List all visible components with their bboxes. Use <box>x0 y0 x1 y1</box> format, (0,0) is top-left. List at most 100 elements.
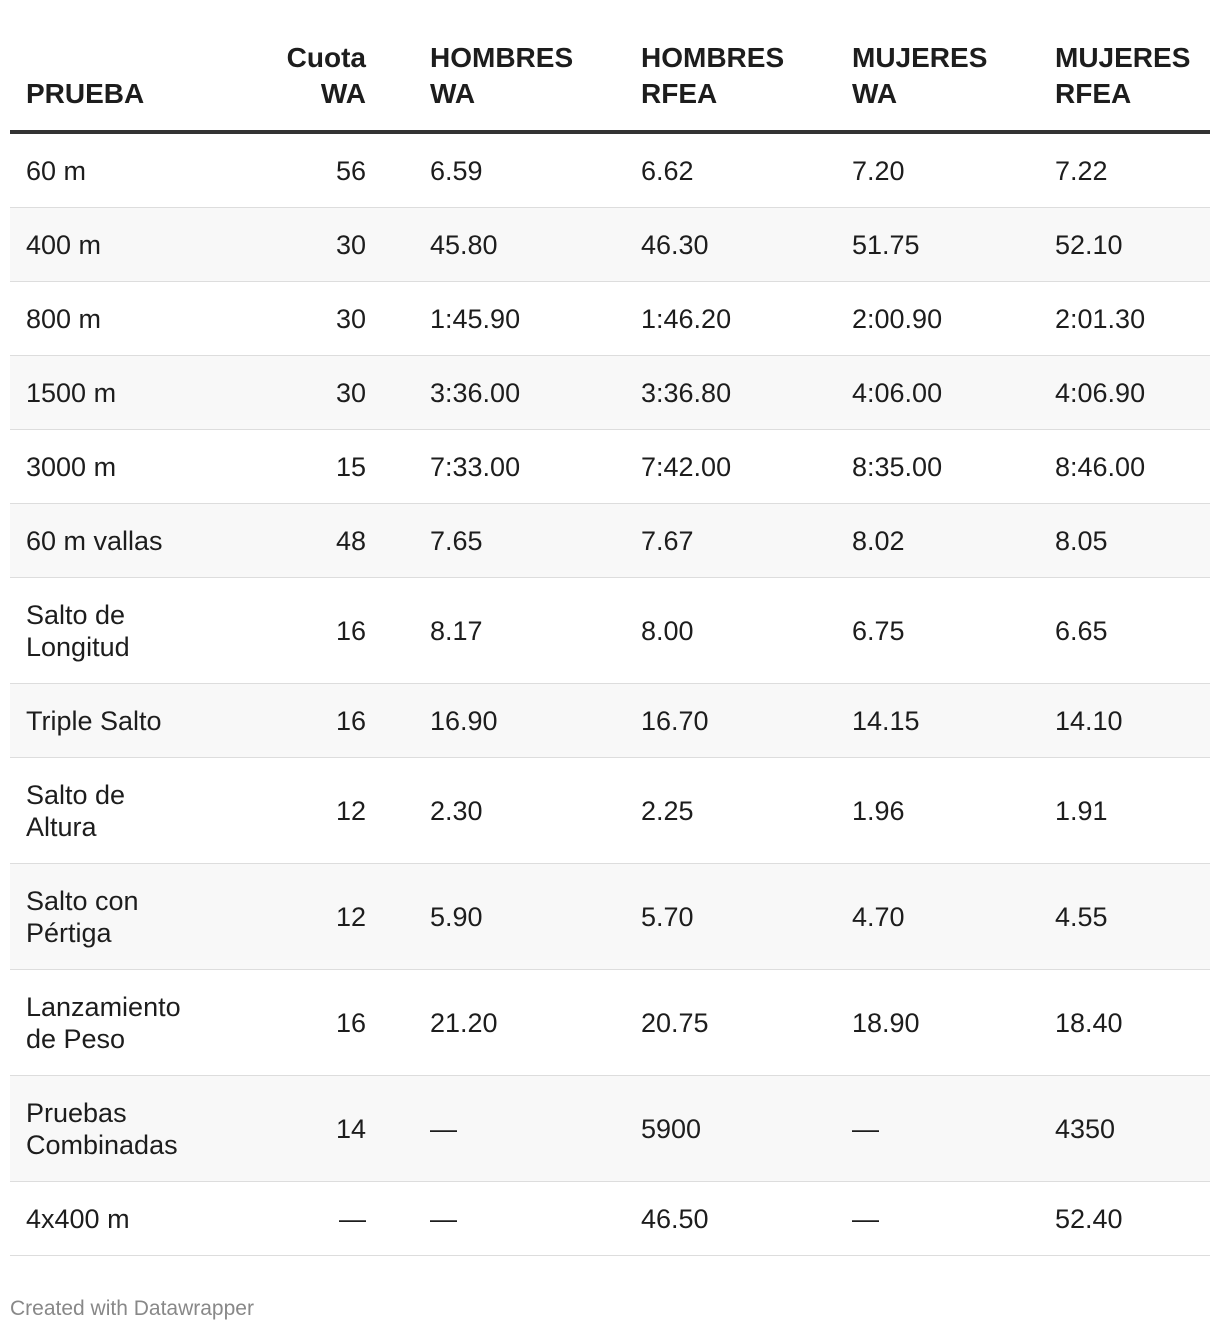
cell-hombres-rfea: 16.70 <box>641 705 709 736</box>
cell-hombres-rfea: 5900 <box>641 1113 702 1144</box>
header-hombres-wa: HOMBRES WA <box>430 40 573 112</box>
cell-mujeres-wa: 6.75 <box>852 615 905 646</box>
table-row: Pruebas Combinadas 14 — 5900 — 4350 <box>10 1076 1210 1182</box>
table-row: Triple Salto 16 16.90 16.70 14.15 14.10 <box>10 684 1210 758</box>
cell-hombres-rfea: 8.00 <box>641 615 694 646</box>
cell-prueba-line2: Longitud <box>26 631 130 662</box>
cell-mujeres-rfea: 2:01.30 <box>1055 303 1146 334</box>
cell-mujeres-wa: 8.02 <box>852 525 905 556</box>
cell-hombres-wa: — <box>430 1203 457 1234</box>
cell-prueba-line1: 4x400 m <box>26 1203 130 1234</box>
cell-prueba: Triple Salto <box>26 705 216 737</box>
cell-mujeres-rfea: 4.55 <box>1055 901 1108 932</box>
table-header: PRUEBA Cuota WA HOMBRES WA HOMBRES RFEA … <box>10 40 1210 134</box>
cell-mujeres-wa: 4:06.00 <box>852 377 943 408</box>
cell-hombres-wa: 45.80 <box>430 229 498 260</box>
header-hombres-wa-line2: WA <box>430 78 476 109</box>
header-mujeres-wa-line2: WA <box>852 78 898 109</box>
cell-prueba-line1: 3000 m <box>26 451 117 482</box>
header-hombres-rfea-line2: RFEA <box>641 78 718 109</box>
cell-mujeres-wa: 2:00.90 <box>852 303 943 334</box>
cell-cuota-wa: 30 <box>335 377 366 408</box>
cell-prueba: Salto con Pértiga <box>26 885 216 949</box>
cell-mujeres-rfea: 7.22 <box>1055 155 1108 186</box>
cell-prueba: 400 m <box>26 229 216 261</box>
header-mujeres-wa: MUJERES WA <box>852 40 987 112</box>
cell-prueba-line1: 60 m <box>26 155 87 186</box>
table-row: 4x400 m — — 46.50 — 52.40 <box>10 1182 1210 1256</box>
cell-cuota-wa: 30 <box>335 303 366 334</box>
cell-hombres-rfea: 3:36.80 <box>641 377 732 408</box>
cell-hombres-rfea: 6.62 <box>641 155 694 186</box>
cell-mujeres-wa: 51.75 <box>852 229 920 260</box>
cell-cuota-wa: 16 <box>335 615 366 646</box>
cell-cuota-wa: — <box>339 1203 366 1234</box>
table-row: 1500 m 30 3:36.00 3:36.80 4:06.00 4:06.90 <box>10 356 1210 430</box>
cell-prueba: 800 m <box>26 303 216 335</box>
cell-cuota-wa: 16 <box>335 705 366 736</box>
cell-mujeres-rfea: 18.40 <box>1055 1007 1123 1038</box>
cell-hombres-wa: 3:36.00 <box>430 377 521 408</box>
cell-mujeres-wa: 18.90 <box>852 1007 920 1038</box>
cell-cuota-wa: 56 <box>335 155 366 186</box>
cell-prueba: 3000 m <box>26 451 216 483</box>
header-hombres-wa-line1: HOMBRES <box>430 42 574 73</box>
cell-mujeres-rfea: 4350 <box>1055 1113 1116 1144</box>
header-cuota-line2: WA <box>320 78 366 109</box>
table-row: Salto con Pértiga 12 5.90 5.70 4.70 4.55 <box>10 864 1210 970</box>
cell-cuota-wa: 12 <box>335 795 366 826</box>
cell-hombres-wa: 5.90 <box>430 901 483 932</box>
header-cuota-wa: Cuota WA <box>220 40 366 112</box>
header-mujeres-rfea-line2: RFEA <box>1055 78 1132 109</box>
cell-mujeres-wa: 7.20 <box>852 155 905 186</box>
cell-hombres-wa: 21.20 <box>430 1007 498 1038</box>
cell-cuota-wa: 12 <box>335 901 366 932</box>
header-mujeres-rfea-line1: MUJERES <box>1055 42 1191 73</box>
table-row: Salto de Altura 12 2.30 2.25 1.96 1.91 <box>10 758 1210 864</box>
cell-mujeres-wa: 1.96 <box>852 795 905 826</box>
cell-hombres-wa: — <box>430 1113 457 1144</box>
cell-hombres-wa: 16.90 <box>430 705 498 736</box>
cell-mujeres-rfea: 8.05 <box>1055 525 1108 556</box>
table-body: 60 m 56 6.59 6.62 7.20 7.22 400 m 30 45.80 46.30 5… <box>10 134 1210 1256</box>
cell-prueba: 60 m <box>26 155 216 187</box>
table-row: 3000 m 15 7:33.00 7:42.00 8:35.00 8:46.00 <box>10 430 1210 504</box>
header-prueba-label: PRUEBA <box>26 78 145 109</box>
datawrapper-credit: Created with Datawrapper <box>10 1297 254 1320</box>
cell-prueba-line1: Lanzamiento <box>26 991 181 1022</box>
cell-hombres-rfea: 46.50 <box>641 1203 709 1234</box>
table-row: 400 m 30 45.80 46.30 51.75 52.10 <box>10 208 1210 282</box>
cell-mujeres-wa: 14.15 <box>852 705 920 736</box>
header-mujeres-rfea: MUJERES RFEA <box>1055 40 1190 112</box>
cell-prueba-line1: 800 m <box>26 303 102 334</box>
cell-hombres-wa: 1:45.90 <box>430 303 521 334</box>
data-table: PRUEBA Cuota WA HOMBRES WA HOMBRES RFEA … <box>10 40 1210 1256</box>
table-row: 60 m 56 6.59 6.62 7.20 7.22 <box>10 134 1210 208</box>
cell-hombres-rfea: 7:42.00 <box>641 451 732 482</box>
cell-hombres-rfea: 7.67 <box>641 525 694 556</box>
cell-mujeres-rfea: 52.10 <box>1055 229 1123 260</box>
header-hombres-rfea: HOMBRES RFEA <box>641 40 784 112</box>
cell-cuota-wa: 48 <box>335 525 366 556</box>
cell-prueba-line2: Pértiga <box>26 917 112 948</box>
cell-hombres-wa: 6.59 <box>430 155 483 186</box>
cell-hombres-rfea: 5.70 <box>641 901 694 932</box>
header-cuota-line1: Cuota <box>286 42 366 73</box>
cell-hombres-rfea: 46.30 <box>641 229 709 260</box>
cell-cuota-wa: 16 <box>335 1007 366 1038</box>
cell-prueba-line1: Salto con <box>26 885 139 916</box>
cell-mujeres-rfea: 52.40 <box>1055 1203 1123 1234</box>
cell-prueba-line1: 400 m <box>26 229 102 260</box>
cell-prueba: Lanzamiento de Peso <box>26 991 216 1055</box>
cell-prueba-line1: 1500 m <box>26 377 117 408</box>
cell-mujeres-wa: 4.70 <box>852 901 905 932</box>
cell-hombres-wa: 8.17 <box>430 615 483 646</box>
cell-mujeres-rfea: 4:06.90 <box>1055 377 1146 408</box>
cell-prueba: Salto de Altura <box>26 779 216 843</box>
cell-hombres-rfea: 1:46.20 <box>641 303 732 334</box>
cell-prueba: 1500 m <box>26 377 216 409</box>
cell-hombres-wa: 7:33.00 <box>430 451 521 482</box>
cell-hombres-rfea: 2.25 <box>641 795 694 826</box>
cell-prueba-line2: Altura <box>26 811 97 842</box>
cell-cuota-wa: 14 <box>335 1113 366 1144</box>
